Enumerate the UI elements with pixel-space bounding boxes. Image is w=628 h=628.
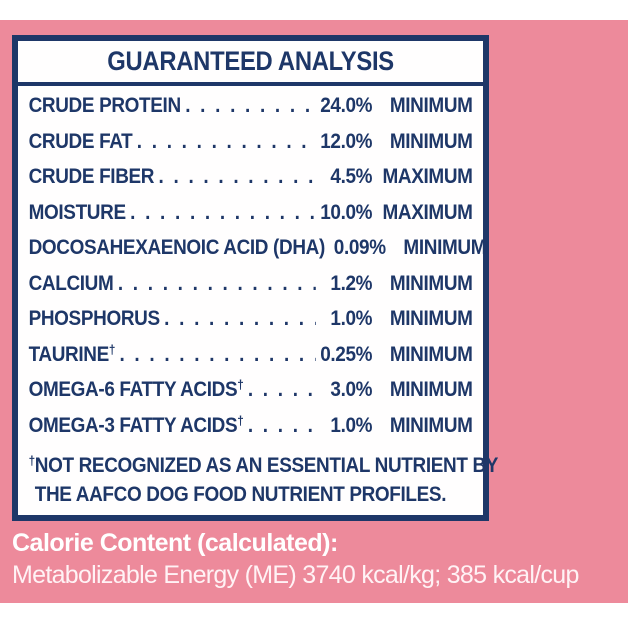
nutrient-value: 1.2% — [330, 270, 373, 295]
nutrient-name: CRUDE FIBER — [28, 164, 155, 188]
dagger-symbol: † — [108, 341, 116, 357]
dot-leader — [243, 372, 315, 408]
analysis-row: MOISTURE 10.0% MAXIMUM — [29, 195, 473, 231]
analysis-row: DOCOSAHEXAENOIC ACID (DHA) 0.09% MINIMUM — [28, 230, 487, 266]
dot-leader — [243, 408, 315, 444]
nutrient-name: CRUDE PROTEIN — [28, 93, 182, 117]
analysis-row: PHOSPHORUS 1.0% MINIMUM — [29, 301, 473, 337]
title-divider — [18, 82, 484, 86]
analysis-row: CRUDE FIBER 4.5% MAXIMUM — [29, 159, 473, 195]
dot-leader — [115, 337, 316, 373]
dot-leader — [126, 195, 316, 231]
analysis-rows: CRUDE PROTEIN 24.0% MINIMUM CRUDE FAT 12… — [18, 86, 487, 444]
nutrient-qualifier: MINIMUM — [389, 341, 473, 366]
calorie-content-block: Calorie Content (calculated): Metaboliza… — [12, 528, 622, 591]
nutrient-qualifier: MINIMUM — [389, 306, 473, 330]
analysis-row: CRUDE FAT 12.0% MINIMUM — [29, 124, 473, 160]
footnote-text-1: NOT RECOGNIZED AS AN ESSENTIAL NUTRIENT … — [34, 453, 499, 477]
dot-leader — [160, 301, 316, 337]
dagger-symbol: † — [237, 412, 244, 428]
nutrient-name: CALCIUM — [28, 270, 114, 295]
nutrient-name: PHOSPHORUS — [28, 306, 161, 330]
dot-leader — [113, 266, 315, 302]
nutrient-value: 12.0% — [320, 128, 373, 153]
dot-leader — [181, 88, 316, 124]
calorie-detail: Metabolizable Energy (ME) 3740 kcal/kg; … — [12, 561, 579, 589]
nutrient-name: TAURINE† — [28, 341, 116, 366]
nutrient-value: 3.0% — [330, 377, 373, 401]
dagger-symbol: † — [28, 453, 36, 468]
nutrient-qualifier: MAXIMUM — [382, 199, 473, 224]
nutrient-value: 0.09% — [333, 235, 386, 259]
aafco-footnote: †NOT RECOGNIZED AS AN ESSENTIAL NUTRIENT… — [18, 451, 499, 509]
footnote-line-2: THE AAFCO DOG FOOD NUTRIENT PROFILES. — [34, 482, 447, 506]
nutrient-qualifier: MINIMUM — [389, 377, 473, 401]
analysis-row: TAURINE† 0.25% MINIMUM — [29, 337, 473, 373]
guaranteed-analysis-panel: GUARANTEED ANALYSIS CRUDE PROTEIN 24.0% … — [12, 35, 499, 521]
nutrient-qualifier: MINIMUM — [389, 412, 473, 437]
panel-title: GUARANTEED ANALYSIS — [107, 46, 394, 76]
nutrient-qualifier: MINIMUM — [389, 270, 473, 295]
nutrient-qualifier: MINIMUM — [403, 235, 487, 259]
nutrient-qualifier: MAXIMUM — [382, 164, 473, 188]
nutrient-qualifier: MINIMUM — [389, 93, 473, 117]
nutrient-value: 0.25% — [320, 341, 373, 366]
nutrient-name: MOISTURE — [28, 199, 127, 224]
nutrient-value: 10.0% — [320, 199, 373, 224]
analysis-row: OMEGA-6 FATTY ACIDS† 3.0% MINIMUM — [29, 372, 473, 408]
nutrient-value: 24.0% — [320, 93, 373, 117]
nutrient-qualifier: MINIMUM — [389, 128, 473, 153]
dot-leader — [154, 159, 316, 195]
footnote-line-1: †NOT RECOGNIZED AS AN ESSENTIAL NUTRIENT… — [28, 451, 499, 480]
pink-background: GUARANTEED ANALYSIS CRUDE PROTEIN 24.0% … — [0, 20, 628, 603]
nutrient-value: 1.0% — [330, 412, 373, 437]
analysis-row: CALCIUM 1.2% MINIMUM — [29, 266, 473, 302]
dot-leader — [132, 124, 315, 160]
nutrient-name: OMEGA-6 FATTY ACIDS† — [28, 377, 244, 401]
nutrient-name: DOCOSAHEXAENOIC ACID (DHA) — [28, 235, 326, 259]
calorie-heading: Calorie Content (calculated): — [12, 529, 338, 557]
nutrient-name: CRUDE FAT — [28, 128, 133, 153]
panel-content: GUARANTEED ANALYSIS CRUDE PROTEIN 24.0% … — [18, 41, 499, 509]
analysis-row: CRUDE PROTEIN 24.0% MINIMUM — [29, 88, 473, 124]
dagger-symbol: † — [237, 377, 244, 392]
nutrient-value: 1.0% — [330, 306, 373, 330]
nutrient-name: OMEGA-3 FATTY ACIDS† — [28, 412, 244, 437]
analysis-row: OMEGA-3 FATTY ACIDS† 1.0% MINIMUM — [29, 408, 473, 444]
nutrient-value: 4.5% — [330, 164, 373, 188]
